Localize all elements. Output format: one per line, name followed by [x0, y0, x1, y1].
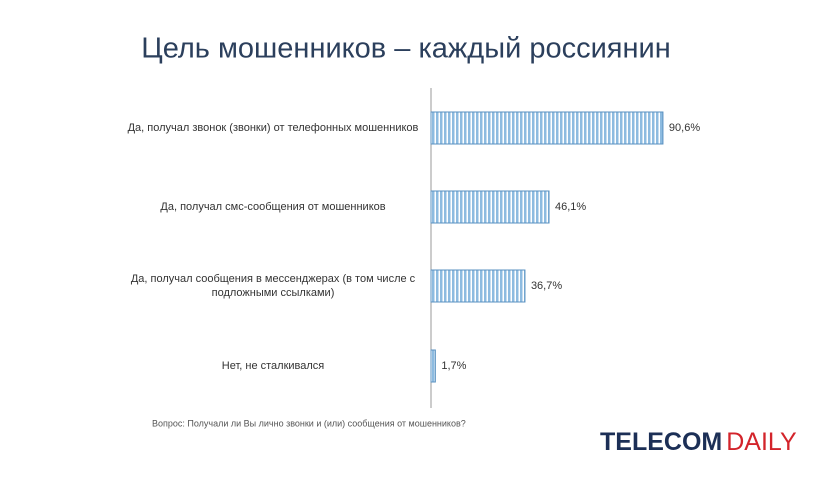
logo: TELECOM DAILY — [600, 428, 797, 456]
value-label: 46,1% — [555, 201, 586, 213]
bar — [430, 111, 664, 145]
chart-title: Цель мошенников – каждый россиянин — [141, 33, 670, 65]
category-label: Да, получал звонок (звонки) от телефонны… — [127, 122, 419, 134]
bar — [430, 269, 526, 303]
value-label: 90,6% — [669, 122, 700, 134]
note: Вопрос: Получали ли Вы лично звонки и (и… — [152, 418, 466, 428]
bar — [430, 349, 436, 383]
category-label: Да, получал смс-сообщения от мошенников — [160, 201, 386, 213]
logo-part: TELECOM — [600, 428, 722, 456]
value-label: 1,7% — [441, 360, 466, 372]
bar — [430, 190, 550, 224]
logo-part: DAILY — [726, 428, 797, 456]
value-label: 36,7% — [531, 280, 562, 292]
category-label: Нет, не сталкивался — [221, 360, 325, 372]
category-label: Да, получал сообщения в мессенджерах (в … — [130, 273, 416, 299]
